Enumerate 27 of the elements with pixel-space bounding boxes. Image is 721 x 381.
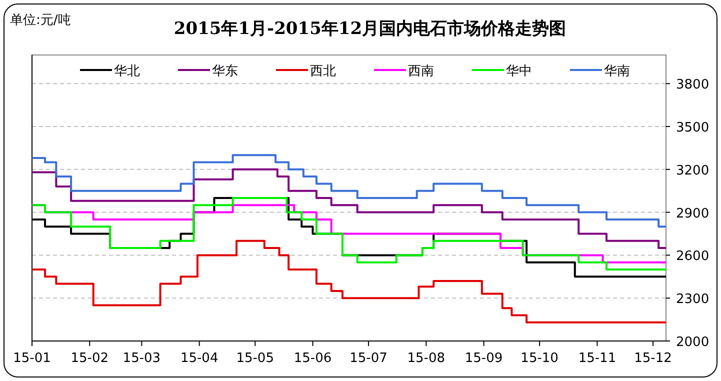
- x-tick-label: 15-10: [520, 351, 558, 366]
- x-tick-label: 15-04: [180, 351, 218, 366]
- x-tick-label: 15-06: [294, 351, 332, 366]
- x-tick-label: 15-08: [407, 351, 446, 366]
- y-tick-label: 3500: [676, 120, 710, 136]
- legend-label: 华南: [604, 64, 630, 79]
- y-tick-label: 2000: [676, 335, 710, 350]
- text: 单位:元/吨: [10, 13, 71, 28]
- x-tick-label: 15-03: [122, 351, 161, 366]
- legend-label: 华北: [114, 64, 140, 79]
- legend-label: 华东: [212, 64, 238, 79]
- x-tick-label: 15-01: [13, 351, 51, 366]
- x-tick-label: 15-05: [236, 351, 274, 366]
- y-tick-label: 2600: [676, 249, 710, 264]
- x-tick-label: 15-12: [634, 351, 672, 366]
- y-tick-label: 2300: [676, 292, 710, 308]
- legend-label: 西北: [310, 64, 336, 79]
- y-tick-label: 3800: [676, 78, 710, 93]
- y-tick-label: 3200: [676, 163, 710, 178]
- x-tick-label: 15-07: [350, 351, 388, 366]
- chart-title: 2015年1月-2015年12月国内电石市场价格走势图: [174, 19, 566, 39]
- legend-label: 华中: [506, 64, 532, 79]
- legend-label: 西南: [408, 64, 434, 79]
- x-tick-label: 15-02: [70, 351, 109, 366]
- x-tick-label: 15-09: [464, 351, 503, 366]
- y-tick-label: 2900: [676, 206, 710, 222]
- x-tick-label: 15-11: [578, 351, 616, 366]
